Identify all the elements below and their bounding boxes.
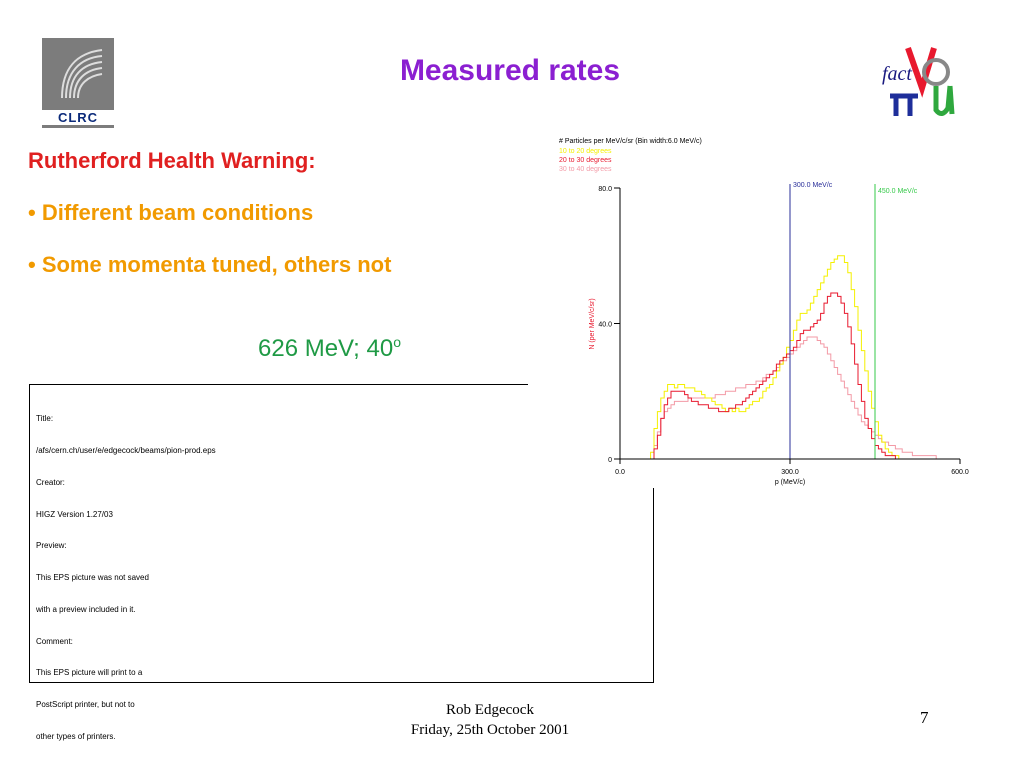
eps-line: Preview: [36, 541, 67, 551]
pi-symbol-icon [890, 93, 918, 116]
y-tick-label: 80.0 [598, 186, 612, 193]
bullet-item: • Different beam conditions [28, 200, 314, 225]
page-title: Measured rates [399, 54, 621, 87]
marker-label: 450.0 MeV/c [878, 188, 918, 195]
eps-line: Title: [36, 414, 54, 424]
bullet-item: • Some momenta tuned, others not [28, 252, 392, 277]
legend-entry: 20 to 30 degrees [559, 157, 612, 164]
warning-heading: Rutherford Health Warning: [28, 148, 316, 173]
x-tick-label: 300.0 [781, 469, 799, 476]
run-caption: 626 MeV; 40o [258, 334, 401, 363]
legend-entry: 10 to 20 degrees [559, 148, 612, 155]
eps-line: This EPS picture will print to a [36, 668, 143, 678]
eps-line: other types of printers. [36, 732, 116, 741]
muon-ring-icon [922, 58, 950, 86]
chart-title: # Particles per MeV/c/sr (Bin width:6.0 … [559, 138, 702, 145]
x-axis-label: p (MeV/c) [775, 479, 805, 486]
eps-line: /afs/cern.ch/user/e/edgecock/beams/pion-… [36, 445, 216, 455]
y-tick-label: 40.0 [598, 322, 612, 329]
eps-line: Comment: [36, 636, 73, 646]
eps-line: HIGZ Version 1.27/03 [36, 509, 113, 519]
clrc-logo-label: CLRC [42, 110, 114, 125]
series-line-2 [637, 292, 950, 460]
marker-label: 300.0 MeV/c [793, 182, 833, 189]
series-line-3 [637, 336, 950, 460]
histogram-chart: 300.0 MeV/c 450.0 MeV/c 0 40.0 80.0 0.0 300.0… [528, 126, 974, 488]
factnu-logo: fact [878, 40, 968, 120]
y-tick-label: 0 [608, 457, 612, 464]
eps-line: Creator: [36, 477, 65, 487]
footer-date: Friday, 25th October 2001 [410, 722, 570, 738]
eps-line: This EPS picture was not saved [36, 573, 149, 583]
eps-line: with a preview included in it. [36, 604, 136, 614]
eps-line: PostScript printer, but not to [36, 700, 135, 710]
histogram-svg: 300.0 MeV/c 450.0 MeV/c 0 40.0 80.0 0.0 300.0… [559, 138, 969, 486]
page-number: 7 [920, 708, 929, 727]
clrc-logo: CLRC [42, 38, 114, 128]
run-caption-text: 626 MeV; 40 [258, 335, 394, 362]
swirl-icon [61, 49, 103, 99]
eps-placeholder-text: Title: /afs/cern.ch/user/e/edgecock/beam… [36, 393, 216, 764]
y-axis-label: N (per MeV/c/sr) [589, 298, 596, 349]
fact-logo-text: fact [882, 63, 912, 85]
mu-symbol-icon [933, 85, 955, 116]
run-caption-superscript: o [393, 334, 401, 350]
footer-author: Rob Edgecock [446, 702, 534, 718]
x-tick-label: 0.0 [615, 469, 625, 476]
series-line-1 [637, 255, 950, 460]
x-tick-label: 600.0 [951, 469, 969, 476]
legend-entry: 30 to 40 degrees [559, 166, 612, 173]
